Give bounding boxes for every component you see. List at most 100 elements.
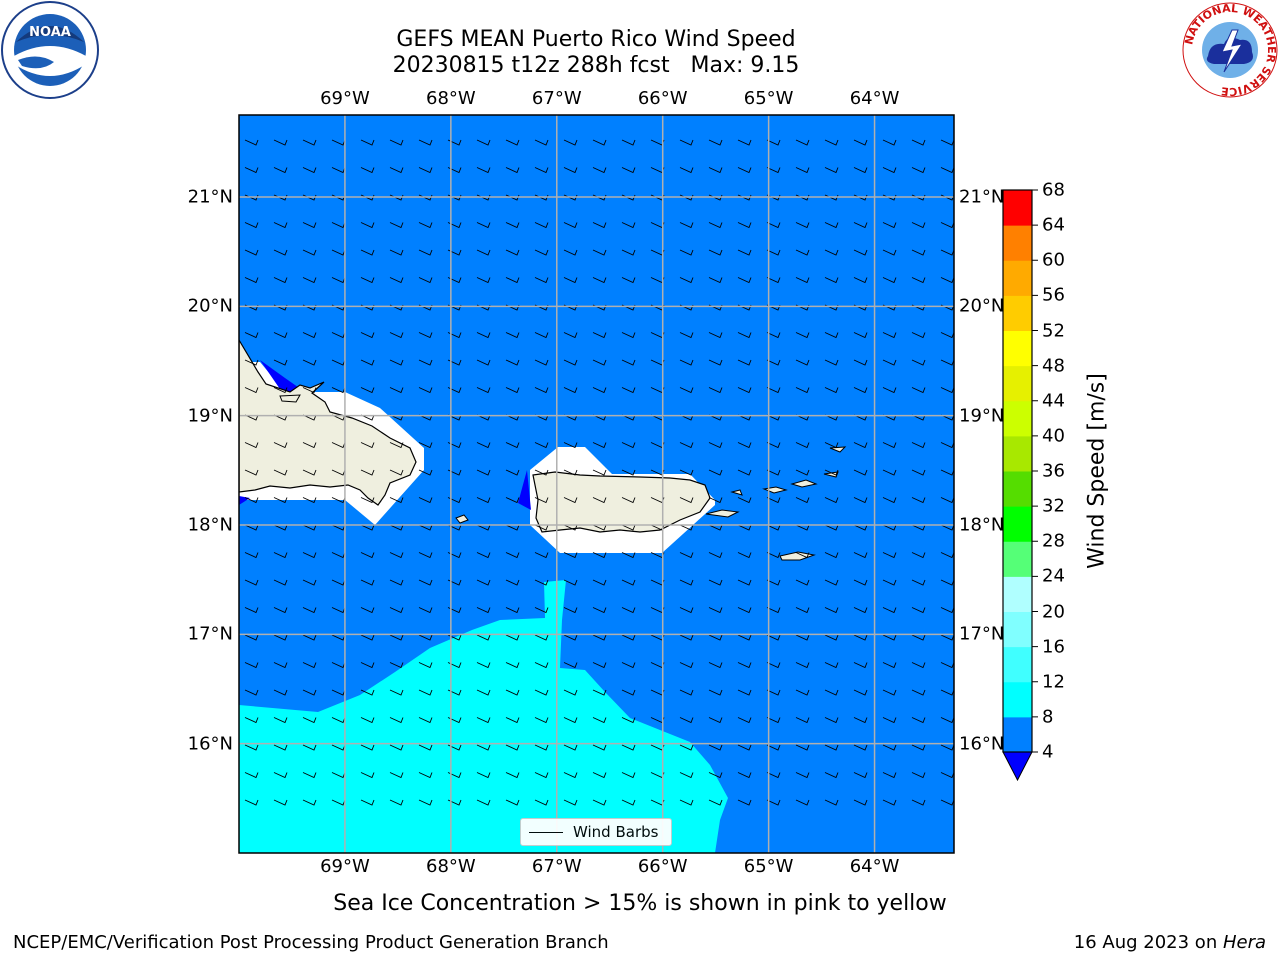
wind-barb xyxy=(882,689,897,696)
island-st-thomas xyxy=(762,486,788,494)
wind-barb xyxy=(766,744,781,751)
wind-barb xyxy=(853,799,868,806)
wind-barb xyxy=(476,717,491,724)
wind-barb xyxy=(476,552,491,559)
wind-barb xyxy=(824,139,839,146)
wind-barb xyxy=(911,387,926,394)
wind-barb xyxy=(534,167,549,174)
calm-patch-north-hispaniola xyxy=(260,360,305,392)
wind-barb xyxy=(911,524,926,531)
wind-barb xyxy=(302,332,317,339)
wind-barb xyxy=(795,167,810,174)
wind-barb xyxy=(708,772,723,779)
wind-barb xyxy=(737,497,752,504)
wind-barb xyxy=(534,139,549,146)
wind-barb xyxy=(244,249,259,256)
wind-barb xyxy=(418,139,433,146)
wind-barb xyxy=(621,222,636,229)
wind-barb xyxy=(476,607,491,614)
wind-barb xyxy=(302,662,317,669)
wind-barb xyxy=(853,524,868,531)
lon-label-top: 66°W xyxy=(637,88,688,109)
wind-barb xyxy=(563,222,578,229)
colorbar-segment xyxy=(1003,471,1032,507)
wind-barb xyxy=(563,772,578,779)
wind-barb xyxy=(476,662,491,669)
wind-barb xyxy=(563,139,578,146)
wind-barb xyxy=(592,387,607,394)
wind-barb xyxy=(476,524,491,531)
wind-barb xyxy=(418,222,433,229)
wind-barb xyxy=(621,167,636,174)
wind-barb xyxy=(360,799,375,806)
lat-label-left: 17°N xyxy=(187,623,233,645)
wind-barb xyxy=(824,277,839,284)
wind-barb xyxy=(389,744,404,751)
wind-barb xyxy=(244,442,259,449)
wind-barb xyxy=(505,772,520,779)
wind-barb xyxy=(679,662,694,669)
wind-barb xyxy=(853,662,868,669)
wind-barb xyxy=(476,139,491,146)
wind-barb xyxy=(592,744,607,751)
wind-barb xyxy=(389,772,404,779)
wind-barb xyxy=(824,222,839,229)
wind-barb xyxy=(360,579,375,586)
wind-barb xyxy=(447,744,462,751)
wind-barb xyxy=(737,332,752,339)
wind-barb xyxy=(737,607,752,614)
wind-barb xyxy=(737,222,752,229)
wind-barb xyxy=(737,634,752,641)
wind-barb xyxy=(244,662,259,669)
wind-barb xyxy=(708,799,723,806)
lon-label-top: 68°W xyxy=(425,88,476,109)
wind-barb xyxy=(447,222,462,229)
wind-barb xyxy=(273,497,288,504)
wind-barb xyxy=(563,744,578,751)
wind-barb xyxy=(360,277,375,284)
colorbar-tick-label: 12 xyxy=(1042,671,1065,693)
wind-barb xyxy=(244,552,259,559)
wind-barb xyxy=(853,442,868,449)
wind-barb xyxy=(476,442,491,449)
wind-barb xyxy=(592,414,607,421)
wind-barb xyxy=(592,249,607,256)
wind-barb xyxy=(853,579,868,586)
wind-barb xyxy=(679,607,694,614)
wind-barb xyxy=(795,799,810,806)
wind-barb xyxy=(795,139,810,146)
wind-barb xyxy=(882,222,897,229)
wind-barb xyxy=(853,387,868,394)
wind-barb xyxy=(766,332,781,339)
wind-barb xyxy=(476,799,491,806)
lon-label-top: 64°W xyxy=(849,88,900,109)
wind-barb xyxy=(418,772,433,779)
colorbar-segment xyxy=(1003,506,1032,542)
wind-barb xyxy=(273,167,288,174)
wind-barb xyxy=(302,359,317,366)
wind-barb xyxy=(360,442,375,449)
wind-barb xyxy=(505,524,520,531)
wind-barb xyxy=(911,167,926,174)
wind-barb xyxy=(737,552,752,559)
wind-barb xyxy=(737,799,752,806)
wind-barb xyxy=(824,167,839,174)
wind-barb xyxy=(447,717,462,724)
wind-barb xyxy=(360,772,375,779)
wind-barb xyxy=(389,799,404,806)
colorbar-segment xyxy=(1003,681,1032,718)
wind-barb xyxy=(244,744,259,751)
wind-barb xyxy=(447,689,462,696)
wind-barb xyxy=(795,277,810,284)
wind-barb xyxy=(795,689,810,696)
colorbar-tick-label: 36 xyxy=(1042,460,1065,482)
wind-barb xyxy=(708,717,723,724)
wind-barb xyxy=(447,772,462,779)
wind-barb xyxy=(911,249,926,256)
wind-barb xyxy=(592,579,607,586)
wind-barb xyxy=(534,662,549,669)
colorbar-tick-label: 4 xyxy=(1042,741,1054,763)
wind-barb xyxy=(795,414,810,421)
wind-barb xyxy=(389,249,404,256)
wind-barb xyxy=(708,689,723,696)
